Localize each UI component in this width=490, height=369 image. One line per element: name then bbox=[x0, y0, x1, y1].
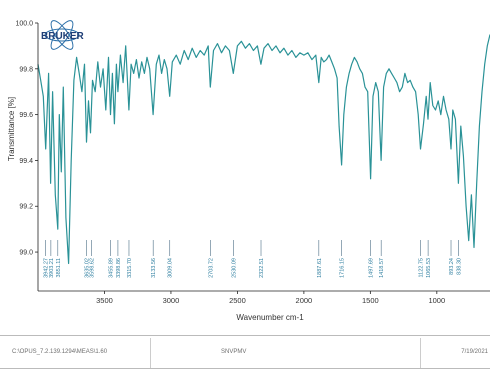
peak-label: 3455.89 bbox=[108, 258, 114, 278]
y-tick-label: 99.8 bbox=[19, 66, 33, 73]
peak-label: 3942.27 bbox=[44, 258, 50, 278]
peak-label: 1887.61 bbox=[317, 258, 323, 278]
x-axis: 3500 3000 2500 2000 1500 1000 bbox=[38, 290, 490, 305]
peak-label: 3851.11 bbox=[56, 258, 62, 277]
plot-area bbox=[38, 23, 490, 291]
y-tick-label: 99.2 bbox=[19, 204, 33, 211]
y-tick-label: 99.4 bbox=[19, 158, 33, 165]
y-axis: 99.0 99.2 99.4 99.6 99.8 100.0 bbox=[15, 21, 39, 291]
footer-bar: C:\OPUS_7.2.139.1294\MEAS\1.60 SNVPMV 7/… bbox=[0, 335, 490, 369]
x-tick-label: 3500 bbox=[96, 296, 113, 305]
measurement-date: 7/19/2021 bbox=[461, 349, 488, 355]
peak-label: 3903.21 bbox=[49, 258, 55, 278]
peak-label: 1122.75 bbox=[419, 258, 425, 277]
peak-label: 838.30 bbox=[456, 258, 462, 275]
x-tick-label: 3000 bbox=[163, 296, 180, 305]
peak-label: 2322.51 bbox=[259, 258, 265, 278]
x-tick-label: 2500 bbox=[229, 296, 246, 305]
x-tick-label: 1500 bbox=[362, 296, 379, 305]
spectrum-line bbox=[37, 34, 490, 265]
x-tick-label: 2000 bbox=[296, 296, 313, 305]
peak-label: 2530.09 bbox=[231, 258, 237, 278]
peak-label: 2703.72 bbox=[208, 258, 214, 278]
footer-separator bbox=[420, 338, 421, 368]
file-path: C:\OPUS_7.2.139.1294\MEAS\1.60 bbox=[12, 349, 108, 355]
peak-label: 3598.62 bbox=[89, 258, 95, 278]
peak-label: 1065.53 bbox=[426, 258, 432, 278]
peak-label: 3315.70 bbox=[127, 258, 133, 278]
brand-name: BRUKER bbox=[41, 31, 85, 42]
peak-label: 1418.57 bbox=[379, 258, 385, 278]
peak-label: 1497.69 bbox=[369, 258, 375, 278]
footer-separator bbox=[150, 338, 151, 368]
peak-label: 3009.04 bbox=[168, 258, 174, 278]
peak-label: 3635.02 bbox=[85, 258, 91, 278]
y-axis-label: Transmittance [%] bbox=[7, 97, 16, 161]
peak-label: 893.24 bbox=[449, 258, 455, 275]
peak-label: 3398.86 bbox=[116, 258, 122, 278]
x-tick-label: 1000 bbox=[428, 296, 445, 305]
y-tick-label: 100.0 bbox=[15, 21, 33, 28]
bruker-logo: BRUKER bbox=[41, 20, 85, 50]
x-axis-label: Wavenumber cm-1 bbox=[236, 313, 304, 322]
peak-label: 1716.15 bbox=[340, 258, 346, 278]
sample-name: SNVPMV bbox=[221, 349, 247, 355]
y-tick-label: 99.0 bbox=[19, 250, 33, 257]
y-tick-label: 99.6 bbox=[19, 112, 33, 119]
ir-spectrum-chart: BRUKER 99.0 99.2 99.4 99.6 99.8 100.0 3500 300… bbox=[7, 20, 490, 322]
peak-label: 3133.56 bbox=[151, 258, 157, 278]
